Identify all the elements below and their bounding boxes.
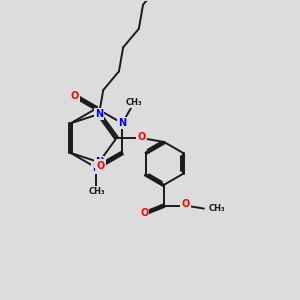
Text: N: N <box>118 118 126 128</box>
Text: N: N <box>92 163 101 173</box>
Text: CH₃: CH₃ <box>208 204 225 213</box>
Text: N: N <box>95 157 103 167</box>
Text: N: N <box>95 109 103 119</box>
Text: CH₃: CH₃ <box>126 98 142 107</box>
Text: O: O <box>140 208 148 218</box>
Text: O: O <box>138 132 146 142</box>
Text: CH₃: CH₃ <box>88 187 105 196</box>
Text: O: O <box>181 199 190 209</box>
Text: O: O <box>96 160 104 171</box>
Text: O: O <box>70 91 79 101</box>
